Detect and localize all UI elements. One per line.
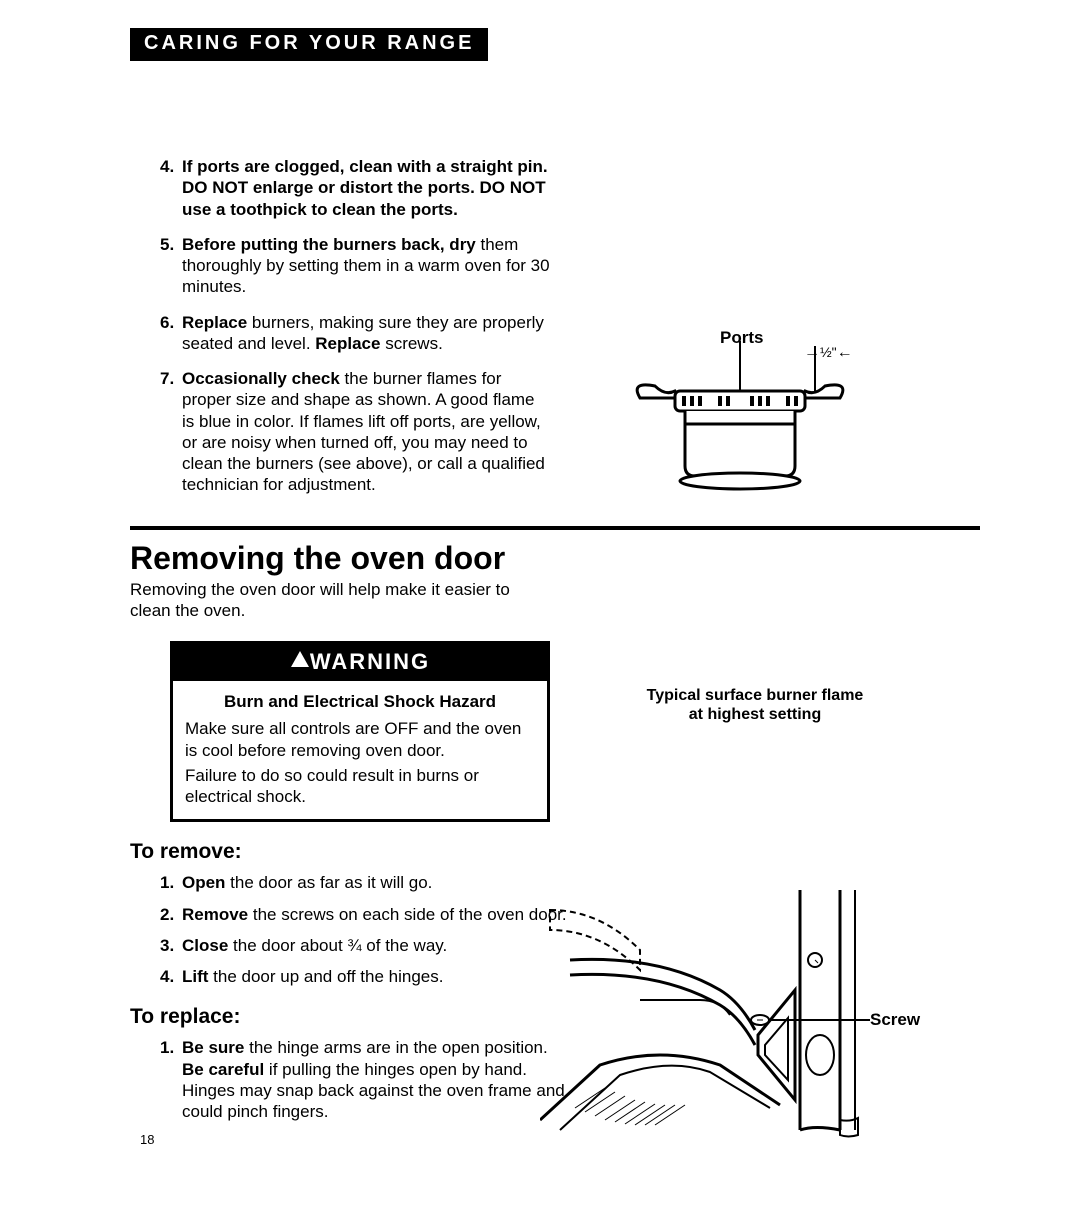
step-number: 7. bbox=[160, 368, 182, 496]
warning-body: Burn and Electrical Shock Hazard Make su… bbox=[173, 681, 547, 819]
step-number: 6. bbox=[160, 312, 182, 355]
replace-steps: 1.Be sure the hinge arms are in the open… bbox=[160, 1037, 570, 1122]
warning-subhead: Burn and Electrical Shock Hazard bbox=[185, 691, 535, 712]
ports-label: Ports bbox=[720, 328, 763, 348]
step-text-bold: Before putting the burners back, dry bbox=[182, 235, 476, 254]
screw-label: Screw bbox=[870, 1010, 920, 1030]
step-text-bold2: Replace bbox=[315, 334, 380, 353]
step-text2: screws. bbox=[380, 334, 442, 353]
remove-steps: 1.Open the door as far as it will go. 2.… bbox=[160, 872, 570, 987]
to-remove-heading: To remove: bbox=[130, 840, 980, 864]
remove-step-4: 4.Lift the door up and off the hinges. bbox=[160, 966, 570, 987]
warning-box: WARNING Burn and Electrical Shock Hazard… bbox=[170, 641, 550, 822]
step-text-bold: Replace bbox=[182, 313, 247, 332]
warning-p2: Failure to do so could result in burns o… bbox=[185, 765, 535, 808]
warning-p1: Make sure all controls are OFF and the o… bbox=[185, 718, 535, 761]
warning-header: WARNING bbox=[173, 644, 547, 681]
step-5: 5. Before putting the burners back, dry … bbox=[160, 234, 550, 298]
burner-caption: Typical surface burner flame at highest … bbox=[590, 686, 920, 724]
step-6: 6. Replace burners, making sure they are… bbox=[160, 312, 550, 355]
step-number: 5. bbox=[160, 234, 182, 298]
section-header: CARING FOR YOUR RANGE bbox=[130, 28, 488, 61]
section-intro: Removing the oven door will help make it… bbox=[130, 579, 530, 622]
top-columns: 4. If ports are clogged, clean with a st… bbox=[110, 156, 980, 510]
burner-diagram-column: Ports →½"← bbox=[550, 156, 980, 510]
step-number: 4. bbox=[160, 156, 182, 220]
remove-step-1: 1.Open the door as far as it will go. bbox=[160, 872, 570, 893]
replace-step-1: 1.Be sure the hinge arms are in the open… bbox=[160, 1037, 570, 1122]
step-7: 7. Occasionally check the burner flames … bbox=[160, 368, 550, 496]
step-text-bold: If ports are clogged, clean with a strai… bbox=[182, 157, 548, 219]
remove-step-2: 2.Remove the screws on each side of the … bbox=[160, 904, 570, 925]
warning-icon bbox=[290, 648, 310, 674]
step-4: 4. If ports are clogged, clean with a st… bbox=[160, 156, 550, 220]
remove-step-3: 3.Close the door about ¾ of the way. bbox=[160, 935, 570, 956]
step-text-bold: Occasionally check bbox=[182, 369, 340, 388]
burner-diagram: Ports →½"← bbox=[600, 336, 920, 724]
half-inch-label: →½"← bbox=[804, 344, 853, 362]
steps-column: 4. If ports are clogged, clean with a st… bbox=[110, 156, 550, 510]
